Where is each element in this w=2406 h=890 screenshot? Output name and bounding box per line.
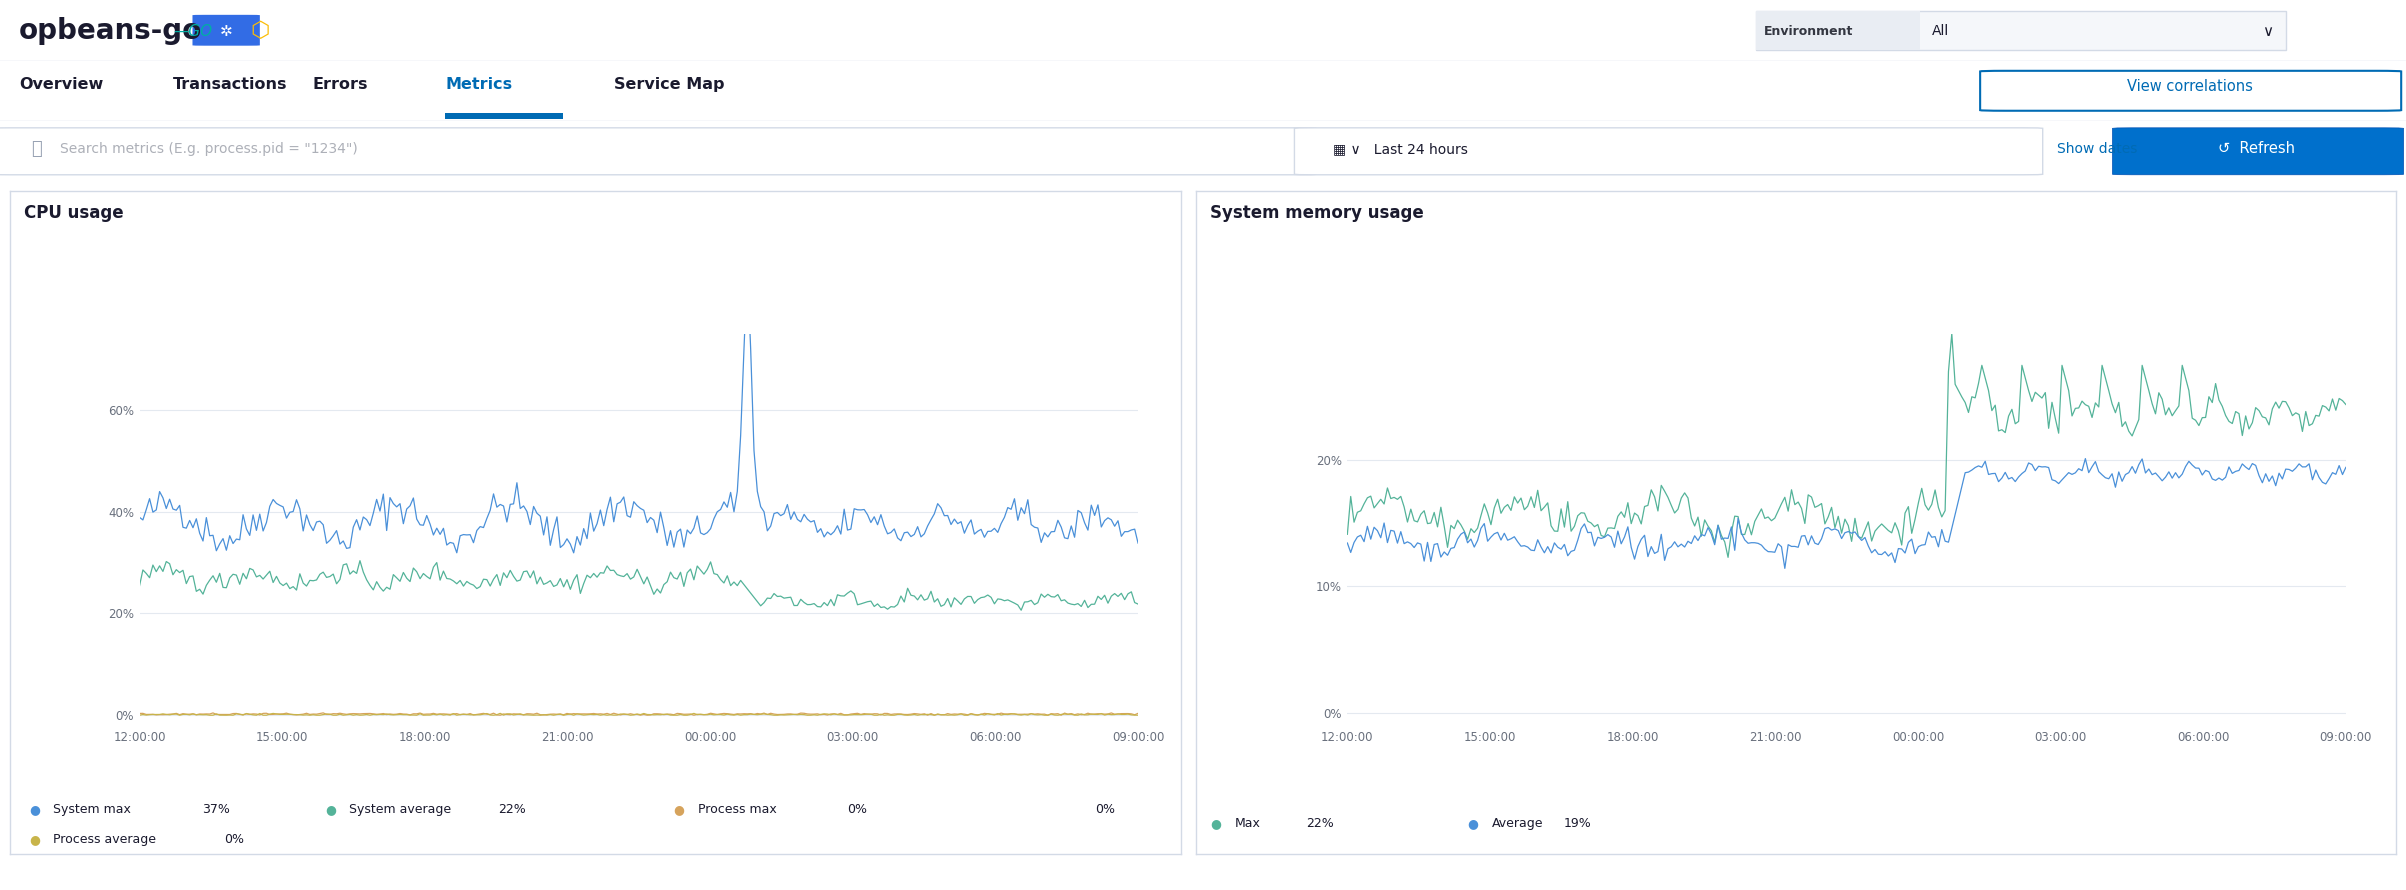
FancyBboxPatch shape [2112, 128, 2404, 174]
FancyBboxPatch shape [1756, 11, 1920, 50]
Text: Overview: Overview [19, 77, 103, 93]
FancyBboxPatch shape [1294, 128, 2043, 174]
Text: Transactions: Transactions [173, 77, 289, 93]
Text: System max: System max [53, 804, 130, 816]
Text: 22%: 22% [498, 804, 527, 816]
Text: Average: Average [1492, 817, 1542, 829]
FancyBboxPatch shape [1756, 11, 2286, 50]
Text: 0%: 0% [847, 804, 866, 816]
Text: ↺  Refresh: ↺ Refresh [2218, 142, 2295, 157]
FancyBboxPatch shape [0, 128, 1316, 174]
Bar [445, 113, 563, 119]
Text: opbeans-go: opbeans-go [19, 18, 202, 45]
Text: Show dates: Show dates [2057, 142, 2137, 156]
Text: —GO: —GO [173, 24, 212, 39]
Text: 22%: 22% [1306, 817, 1335, 829]
Text: Process average: Process average [53, 833, 156, 846]
Text: ✲: ✲ [219, 24, 233, 39]
Text: ●: ● [674, 804, 686, 816]
Text: ⌕: ⌕ [31, 140, 41, 158]
Text: Errors: Errors [313, 77, 368, 93]
Text: Search metrics (E.g. process.pid = "1234"): Search metrics (E.g. process.pid = "1234… [60, 142, 358, 156]
Text: CPU usage: CPU usage [24, 204, 123, 222]
Text: System average: System average [349, 804, 450, 816]
Text: ●: ● [325, 804, 337, 816]
Text: All: All [1932, 24, 1949, 38]
Text: ∨: ∨ [2262, 24, 2274, 39]
Text: Process max: Process max [698, 804, 777, 816]
Text: ▦ ∨   Last 24 hours: ▦ ∨ Last 24 hours [1333, 142, 1468, 156]
Text: System memory usage: System memory usage [1210, 204, 1424, 222]
Text: Metrics: Metrics [445, 77, 512, 93]
Text: View correlations: View correlations [2127, 79, 2252, 94]
Text: 0%: 0% [1095, 804, 1114, 816]
Text: ●: ● [29, 833, 41, 846]
FancyBboxPatch shape [1980, 71, 2401, 110]
Text: ●: ● [29, 804, 41, 816]
Text: 37%: 37% [202, 804, 231, 816]
Text: Service Map: Service Map [614, 77, 724, 93]
Text: ●: ● [1468, 817, 1480, 829]
Text: Max: Max [1234, 817, 1261, 829]
FancyBboxPatch shape [192, 15, 260, 45]
Text: ⬡: ⬡ [250, 21, 269, 42]
Text: 0%: 0% [224, 833, 243, 846]
Text: ●: ● [1210, 817, 1222, 829]
Text: Environment: Environment [1764, 25, 1853, 38]
Text: 19%: 19% [1564, 817, 1593, 829]
